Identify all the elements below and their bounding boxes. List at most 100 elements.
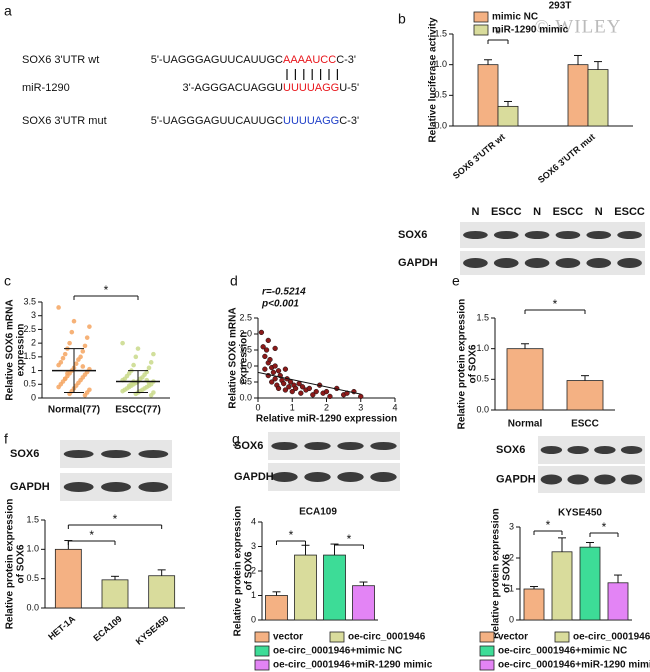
blot-lane-label: N	[595, 206, 603, 218]
blot-row-label: SOX6	[234, 440, 263, 452]
bar	[101, 579, 129, 609]
y-tick-label: 2	[251, 565, 256, 575]
dot	[131, 362, 136, 368]
legend-swatch	[473, 11, 489, 23]
panel-label: g	[232, 431, 240, 447]
dot	[133, 354, 139, 360]
blot-band	[138, 450, 169, 458]
blot-band	[540, 446, 563, 454]
dot	[120, 340, 125, 346]
blot-row-label: GAPDH	[496, 473, 536, 485]
dot	[148, 392, 154, 398]
point	[327, 393, 333, 400]
dot	[82, 343, 88, 349]
dot	[87, 324, 92, 329]
blot-band	[304, 442, 331, 450]
dot	[62, 376, 68, 382]
sequence-label: SOX6 3'UTR mut	[22, 115, 107, 127]
point	[298, 390, 304, 396]
legend-swatch	[473, 24, 489, 36]
blot-band	[617, 258, 642, 268]
point	[310, 392, 316, 398]
bar	[551, 551, 573, 621]
y-tick-label: 0.5	[476, 374, 489, 384]
site: AAAAUCC	[283, 54, 336, 66]
sequence-label: SOX6 3'UTR wt	[22, 54, 99, 66]
y-axis-label: Relative protein expression	[491, 508, 502, 639]
sequence-label: miR-1290	[22, 82, 70, 94]
legend-swatch	[254, 645, 270, 657]
dot	[120, 388, 125, 394]
point	[281, 380, 287, 387]
sequence-prefix: 5'-UAGGGAGUUCAUUGC	[151, 115, 283, 127]
y-axis-label: Relative protein expression	[5, 499, 16, 630]
point	[270, 369, 277, 376]
bar	[567, 64, 589, 127]
blot-strip	[460, 222, 645, 248]
x-tick-label: 3	[358, 402, 363, 412]
y-tick-label: 0	[251, 614, 256, 624]
blot-row-label: GAPDH	[234, 471, 274, 483]
legend-label: oe-circ_0001946	[573, 632, 650, 643]
fit-line	[257, 371, 361, 395]
blot-band	[63, 482, 94, 492]
panel-label: e	[452, 273, 460, 289]
y-tick-label: 2.0	[239, 328, 252, 338]
dot	[73, 361, 79, 367]
point	[267, 356, 273, 363]
bar	[294, 554, 317, 621]
sequence-prefix: 3'-AGGGACUAGGU	[182, 82, 283, 94]
bar	[54, 548, 82, 609]
y-tick-label: 3	[251, 541, 256, 551]
significance-label: *	[496, 27, 501, 41]
y-tick-label: 2.5	[23, 324, 36, 334]
blot-row-label: SOX6	[496, 444, 525, 456]
legend-label: mimic NC	[492, 12, 538, 23]
blot-band	[586, 231, 612, 239]
blot-band	[101, 482, 131, 492]
dot	[148, 360, 154, 365]
y-tick-label: 1.5	[476, 312, 489, 322]
watermark: © WILEY	[534, 16, 621, 37]
sequence-suffix: U-5'	[339, 82, 359, 94]
y-tick-label: 3	[31, 310, 36, 320]
point	[323, 388, 330, 395]
blot-row-label: GAPDH	[398, 257, 438, 269]
y-tick-label: 1.5	[23, 351, 36, 361]
point	[263, 347, 270, 353]
blot-band	[617, 231, 642, 239]
y-tick-label: 1	[31, 365, 36, 375]
site: UUUUAGG	[283, 82, 339, 94]
x-axis-label: Relative miR-1290 expression	[256, 414, 397, 425]
y-tick-label: 2	[509, 552, 514, 562]
y-tick-label: 1	[509, 583, 514, 593]
y-axis-label: of SOX6	[16, 544, 27, 583]
sequence-site: AAAAUCCC-3'	[283, 54, 356, 66]
y-tick-label: 0	[31, 392, 36, 402]
blot-band	[524, 231, 550, 239]
point	[272, 363, 278, 369]
bar	[587, 69, 609, 127]
blot-band	[620, 446, 643, 454]
y-tick-label: 1	[251, 590, 256, 600]
dot	[62, 351, 68, 357]
y-tick-label: 0.0	[26, 602, 39, 612]
y-tick-label: 1.0	[476, 343, 489, 353]
y-axis-label: Relative SOX6 mRNA	[5, 299, 16, 400]
x-tick-label: HET-1A	[46, 613, 77, 642]
panel-label: d	[230, 273, 238, 289]
y-axis-label: Relative luciferase activity	[428, 17, 439, 143]
significance-label: *	[553, 297, 558, 311]
y-tick-label: 1.5	[434, 28, 447, 38]
y-tick-label: 1.5	[26, 514, 39, 524]
legend-label: vector	[273, 632, 303, 643]
bar	[566, 380, 604, 411]
bar	[323, 554, 346, 621]
y-axis-label: Relative protein expression	[233, 506, 244, 637]
blot-band	[63, 450, 94, 458]
point	[272, 345, 278, 352]
dot	[146, 365, 152, 371]
dot	[71, 318, 77, 324]
blot-band	[493, 231, 519, 239]
y-tick-label: 1.0	[434, 59, 447, 69]
